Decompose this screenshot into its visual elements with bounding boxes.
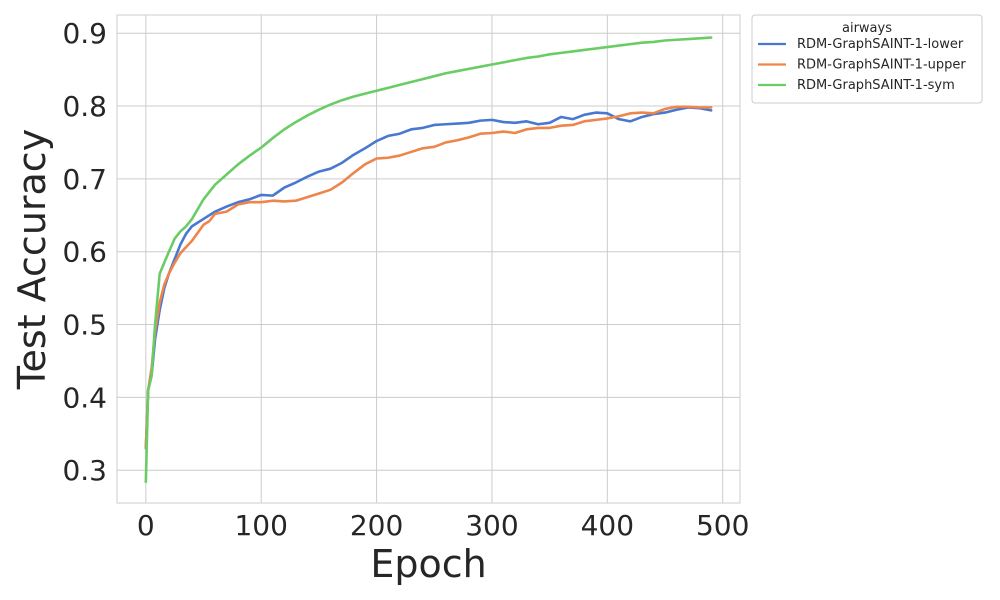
y-tick-label: 0.7 xyxy=(62,163,107,196)
legend-box xyxy=(751,14,983,104)
x-tick-label: 300 xyxy=(465,509,518,542)
series-line-3 xyxy=(144,36,713,484)
legend-label: RDM-GraphSAINT-1-upper xyxy=(797,58,966,73)
y-axis-title: Test Accuracy xyxy=(10,129,54,390)
y-tick-label: 0.6 xyxy=(62,236,107,269)
y-tick-label: 0.8 xyxy=(62,90,107,123)
y-tick-label: 0.9 xyxy=(62,17,107,50)
legend-label: RDM-GraphSAINT-1-lower xyxy=(797,37,964,52)
x-tick-label: 200 xyxy=(350,509,403,542)
y-tick-labels: 0.3 0.4 0.5 0.6 0.7 0.8 0.9 xyxy=(62,17,107,487)
legend-items: RDM-GraphSAINT-1-lower RDM-GraphSAINT-1-u… xyxy=(758,37,966,93)
legend-title: airways xyxy=(842,21,892,36)
x-axis-title: Epoch xyxy=(370,542,486,586)
series-group xyxy=(144,36,713,484)
x-tick-label: 0 xyxy=(137,509,155,542)
x-tick-label: 500 xyxy=(696,509,749,542)
x-tick-label: 100 xyxy=(234,509,287,542)
plot-area xyxy=(116,14,741,504)
y-tick-label: 0.3 xyxy=(62,454,107,487)
legend: airways RDM-GraphSAINT-1-lowerRDM-GraphS… xyxy=(751,14,983,104)
x-tick-labels: 0 100 200 300 400 500 xyxy=(137,509,749,542)
legend-label: RDM-GraphSAINT-1-sym xyxy=(797,78,955,93)
series-line-2 xyxy=(144,105,713,450)
series-line-1 xyxy=(144,106,713,450)
x-tick-label: 400 xyxy=(581,509,634,542)
y-tick-label: 0.4 xyxy=(62,381,107,414)
y-tick-label: 0.5 xyxy=(62,309,107,342)
